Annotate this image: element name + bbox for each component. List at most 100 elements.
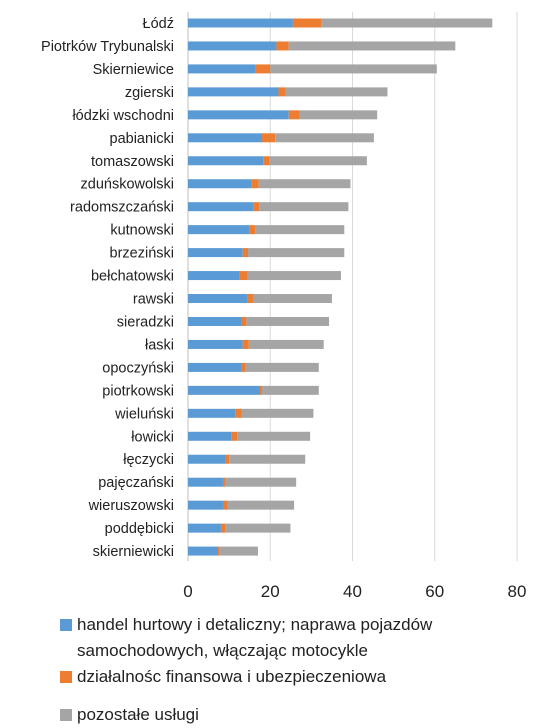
category-label: bełchatowski xyxy=(91,269,174,285)
bar-segment xyxy=(188,41,277,51)
category-label: brzeziński xyxy=(110,246,174,262)
bar-segment xyxy=(239,271,248,281)
category-label: zduńskowolski xyxy=(81,177,175,193)
legend-swatch xyxy=(60,619,72,631)
bar-segment xyxy=(222,500,228,510)
bar-segment xyxy=(188,271,240,281)
bar-segment xyxy=(288,110,300,120)
legend-item: działalnośc finansowa i ubezpieczeniowa xyxy=(60,664,520,690)
bar-segment xyxy=(241,408,314,418)
category-label: poddębicki xyxy=(105,521,174,537)
category-label: łódzki wschodni xyxy=(72,108,174,124)
bar-segment xyxy=(269,156,367,166)
category-label: zgierski xyxy=(125,85,174,101)
category-label: wieruszowski xyxy=(88,498,174,514)
bar-segment xyxy=(188,18,293,28)
legend-label: handel hurtowy i detaliczny; naprawa poj… xyxy=(77,615,433,660)
bar-segment xyxy=(188,248,243,258)
category-label: Piotrków Trybunalski xyxy=(41,39,174,55)
bar-segment xyxy=(188,339,243,349)
bar-segment xyxy=(219,546,258,556)
bar-segment xyxy=(225,523,291,533)
bar-segment xyxy=(246,316,330,326)
bar-segment xyxy=(225,477,297,487)
category-label: piotrkowski xyxy=(102,383,174,399)
category-label: łęczycki xyxy=(123,452,174,468)
bar-segment xyxy=(188,179,252,189)
category-label: wieluński xyxy=(114,406,174,422)
bar-segment xyxy=(288,41,456,51)
bar-segment xyxy=(220,523,226,533)
bar-segment xyxy=(188,294,248,304)
bar-segment xyxy=(188,500,223,510)
bar-segment xyxy=(218,546,220,556)
category-label: pabianicki xyxy=(110,131,175,147)
bar-segment xyxy=(188,385,260,395)
bar-segment xyxy=(225,454,230,464)
bar-segment xyxy=(227,500,295,510)
x-tick-label: 60 xyxy=(425,582,444,601)
legend-item: pozostałe usługi xyxy=(60,702,520,728)
bar-segment xyxy=(253,202,260,212)
bar-segment xyxy=(248,339,324,349)
category-label: Skierniewice xyxy=(93,62,174,78)
bar-segment xyxy=(249,225,256,235)
bar-segment xyxy=(252,294,332,304)
stacked-bar-chart: Łódź Piotrków Trybunalski Skierniewice zgie… xyxy=(41,12,526,601)
category-labels: Łódź Piotrków Trybunalski Skierniewice zgie… xyxy=(41,16,174,560)
bar-segment xyxy=(222,477,226,487)
bar-segment xyxy=(255,225,345,235)
bar-segment xyxy=(247,294,253,304)
bar-segment xyxy=(229,454,306,464)
bar-segment xyxy=(285,87,388,97)
bar-segment xyxy=(241,362,246,372)
bar-segment xyxy=(242,248,249,258)
bar-segment xyxy=(231,431,238,441)
legend-swatch xyxy=(60,671,72,683)
x-tick-labels: 0 20 40 60 80 xyxy=(183,582,526,601)
category-label: rawski xyxy=(133,292,174,308)
bar-segment xyxy=(188,225,250,235)
bar-segment xyxy=(188,546,219,556)
x-tick-label: 0 xyxy=(183,582,192,601)
bar-segment xyxy=(299,110,378,120)
category-label: sieradzki xyxy=(117,314,174,330)
legend-label: pozostałe usługi xyxy=(77,705,199,724)
bar-segment xyxy=(188,156,264,166)
bar-segment xyxy=(188,64,256,74)
bar-segment xyxy=(259,385,263,395)
bar-segment xyxy=(188,477,223,487)
bar-segment xyxy=(188,431,232,441)
bar-segment xyxy=(188,523,221,533)
bar-segment xyxy=(276,41,289,51)
bar-segment xyxy=(235,408,242,418)
legend-label: działalnośc finansowa i ubezpieczeniowa xyxy=(77,667,387,686)
category-label: łaski xyxy=(145,337,174,353)
bar-segment xyxy=(188,362,242,372)
category-label: opoczyński xyxy=(102,360,174,376)
legend-swatch xyxy=(60,709,72,721)
bar-segment xyxy=(188,202,254,212)
category-label: radomszczański xyxy=(70,200,174,216)
bar-segment xyxy=(237,431,311,441)
bar-segment xyxy=(262,133,276,143)
bar-segment xyxy=(247,271,341,281)
bar-segment xyxy=(292,18,322,28)
category-label: tomaszowski xyxy=(91,154,174,170)
bar-segment xyxy=(321,18,493,28)
category-label: skierniewicki xyxy=(93,544,174,560)
bar-segment xyxy=(259,202,349,212)
bar-segment xyxy=(270,64,437,74)
bar-segment xyxy=(188,133,263,143)
category-label: pajęczański xyxy=(98,475,174,491)
bars xyxy=(188,18,493,556)
bar-segment xyxy=(242,339,249,349)
bar-segment xyxy=(188,110,289,120)
legend-item: handel hurtowy i detaliczny; naprawa poj… xyxy=(60,612,520,664)
bar-segment xyxy=(188,87,279,97)
gridlines xyxy=(187,12,518,561)
bar-segment xyxy=(251,179,259,189)
bar-segment xyxy=(262,385,319,395)
bar-segment xyxy=(278,87,286,97)
bar-segment xyxy=(241,316,247,326)
